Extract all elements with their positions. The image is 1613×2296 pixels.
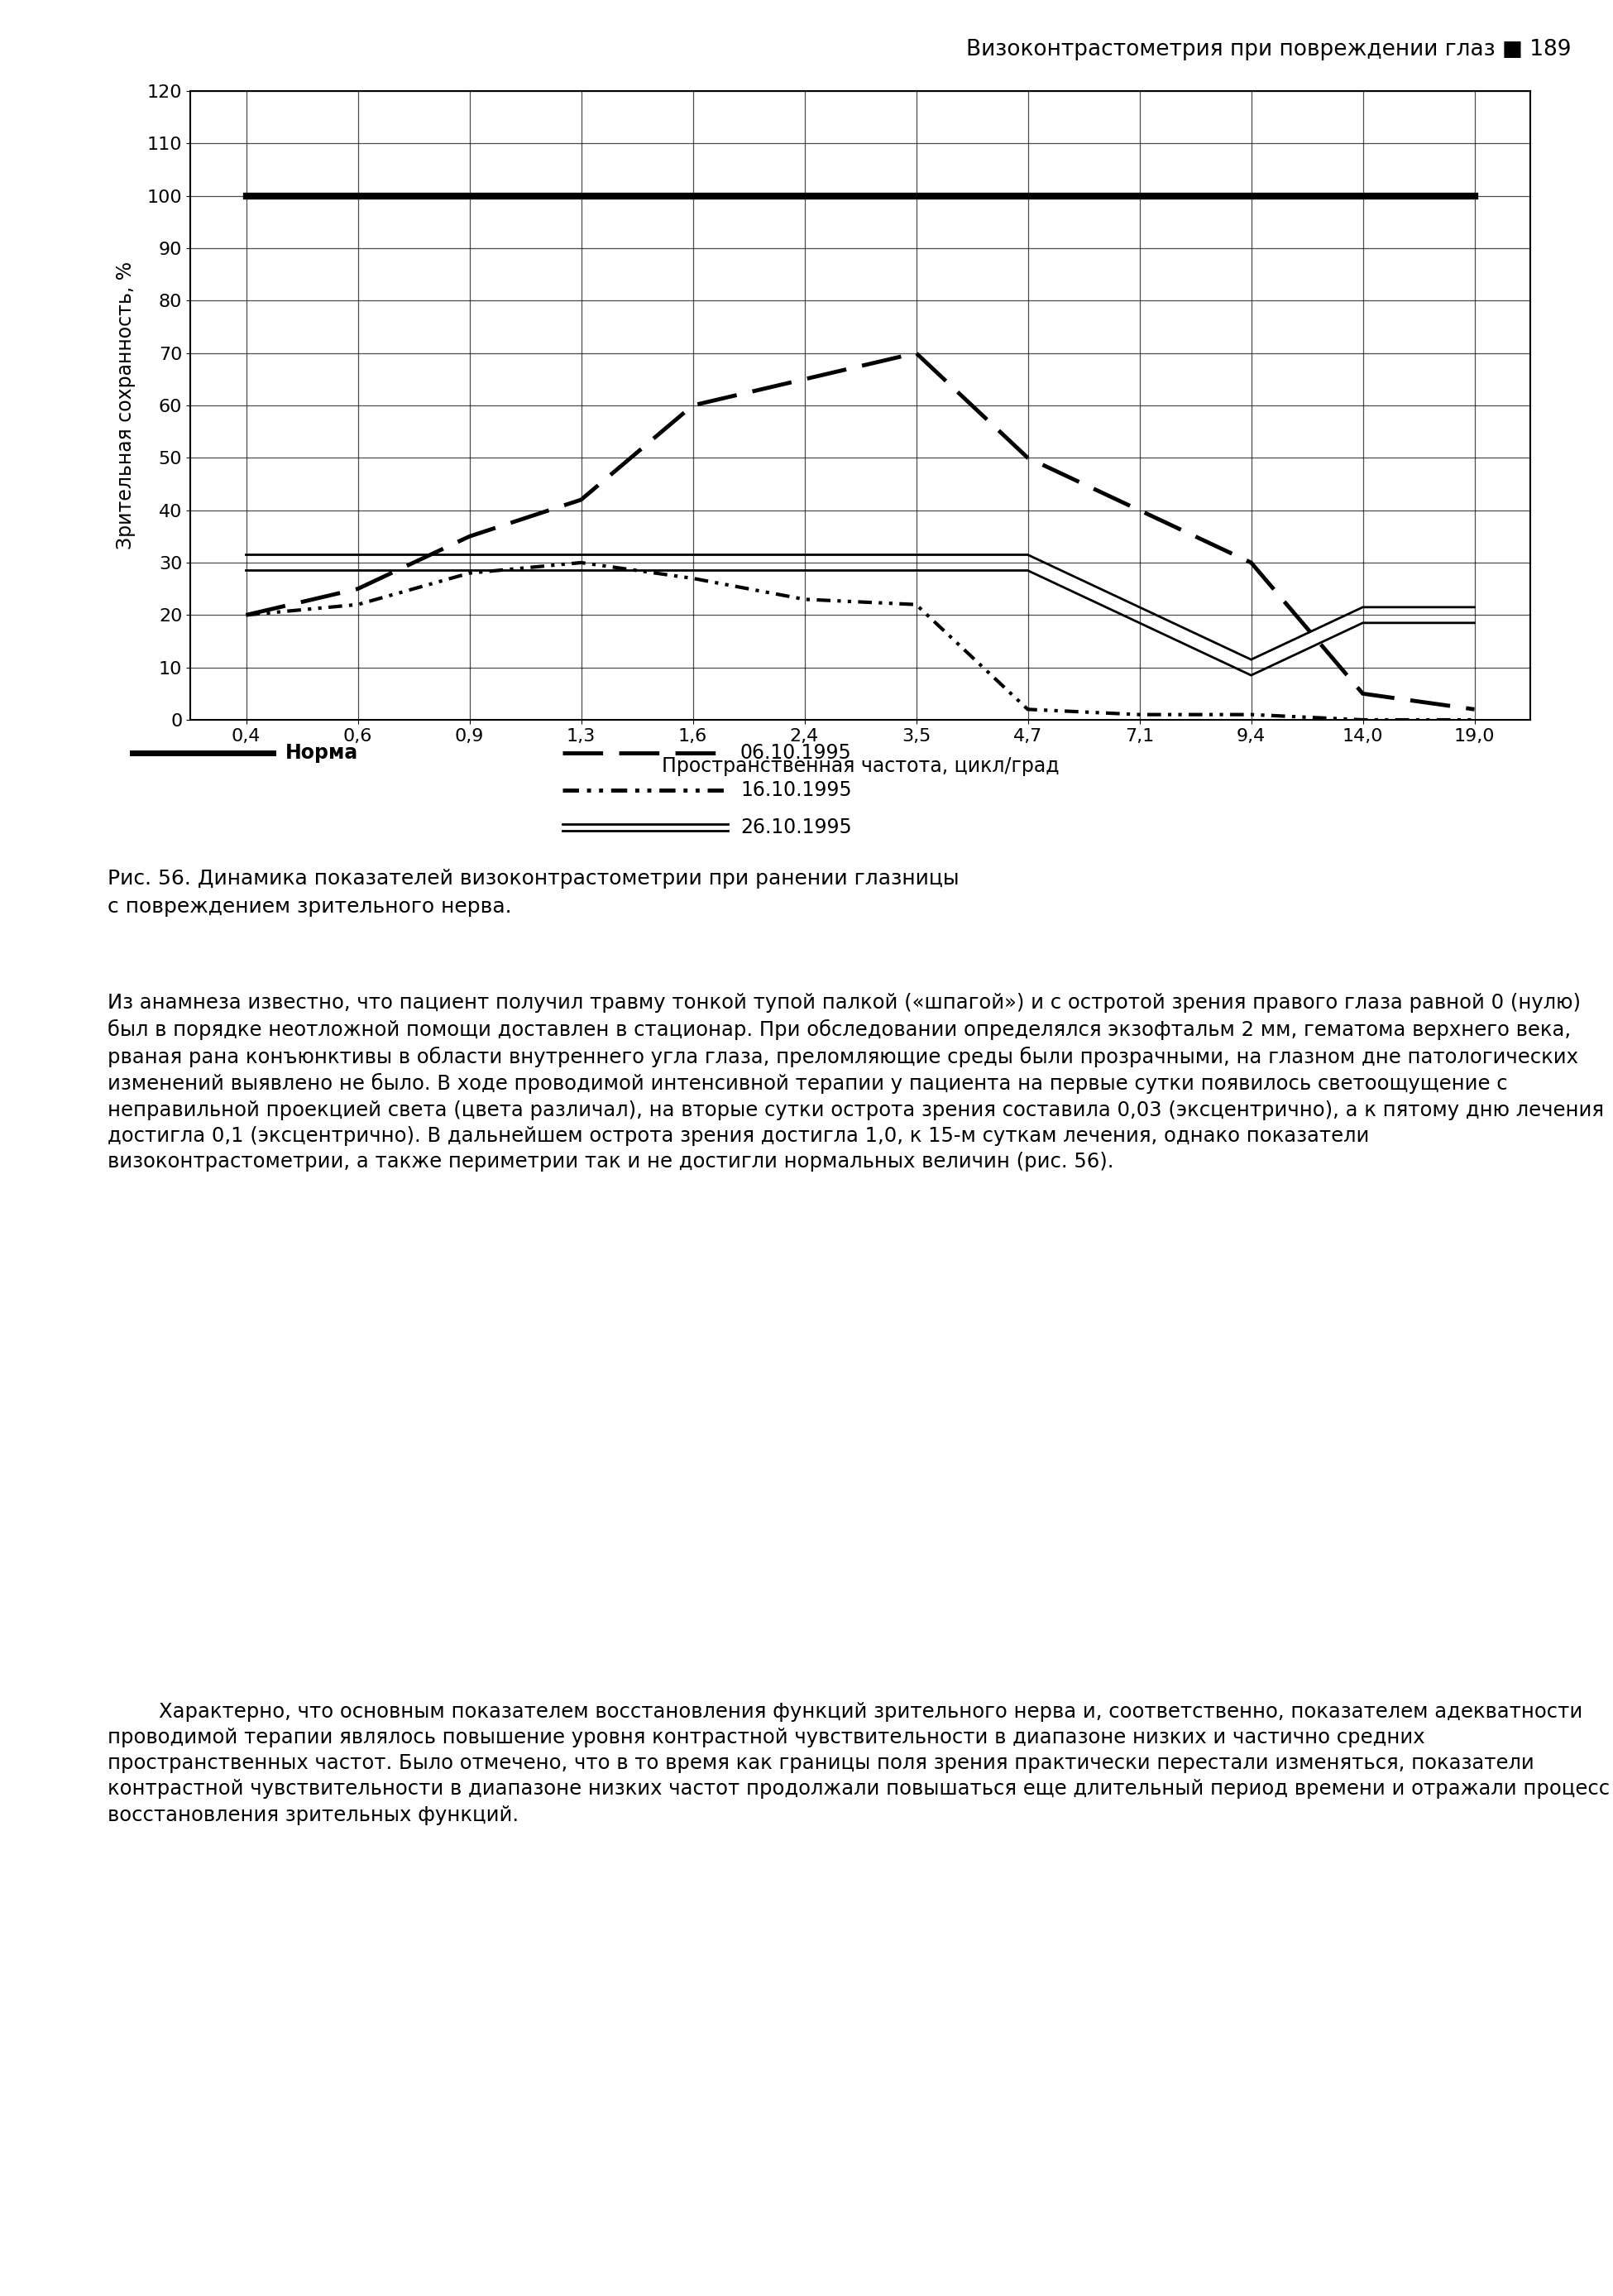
- Text: 06.10.1995: 06.10.1995: [740, 744, 852, 762]
- Text: Характерно, что основным показателем восстановления функций зрительного нерва и,: Характерно, что основным показателем вос…: [108, 1701, 1610, 1825]
- Text: 26.10.1995: 26.10.1995: [740, 817, 852, 838]
- Text: Из анамнеза известно, что пациент получил травму тонкой тупой палкой («шпагой») : Из анамнеза известно, что пациент получи…: [108, 992, 1603, 1171]
- Text: Визоконтрастометрия при повреждении глаз ■ 189: Визоконтрастометрия при повреждении глаз…: [966, 39, 1571, 60]
- Y-axis label: Зрительная сохранность, %: Зрительная сохранность, %: [116, 262, 135, 549]
- Text: 16.10.1995: 16.10.1995: [740, 781, 852, 799]
- Text: Норма: Норма: [286, 744, 358, 762]
- X-axis label: Пространственная частота, цикл/град: Пространственная частота, цикл/град: [661, 755, 1060, 776]
- Text: Рис. 56. Динамика показателей визоконтрастометрии при ранении глазницы
с поврежд: Рис. 56. Динамика показателей визоконтра…: [108, 868, 960, 916]
